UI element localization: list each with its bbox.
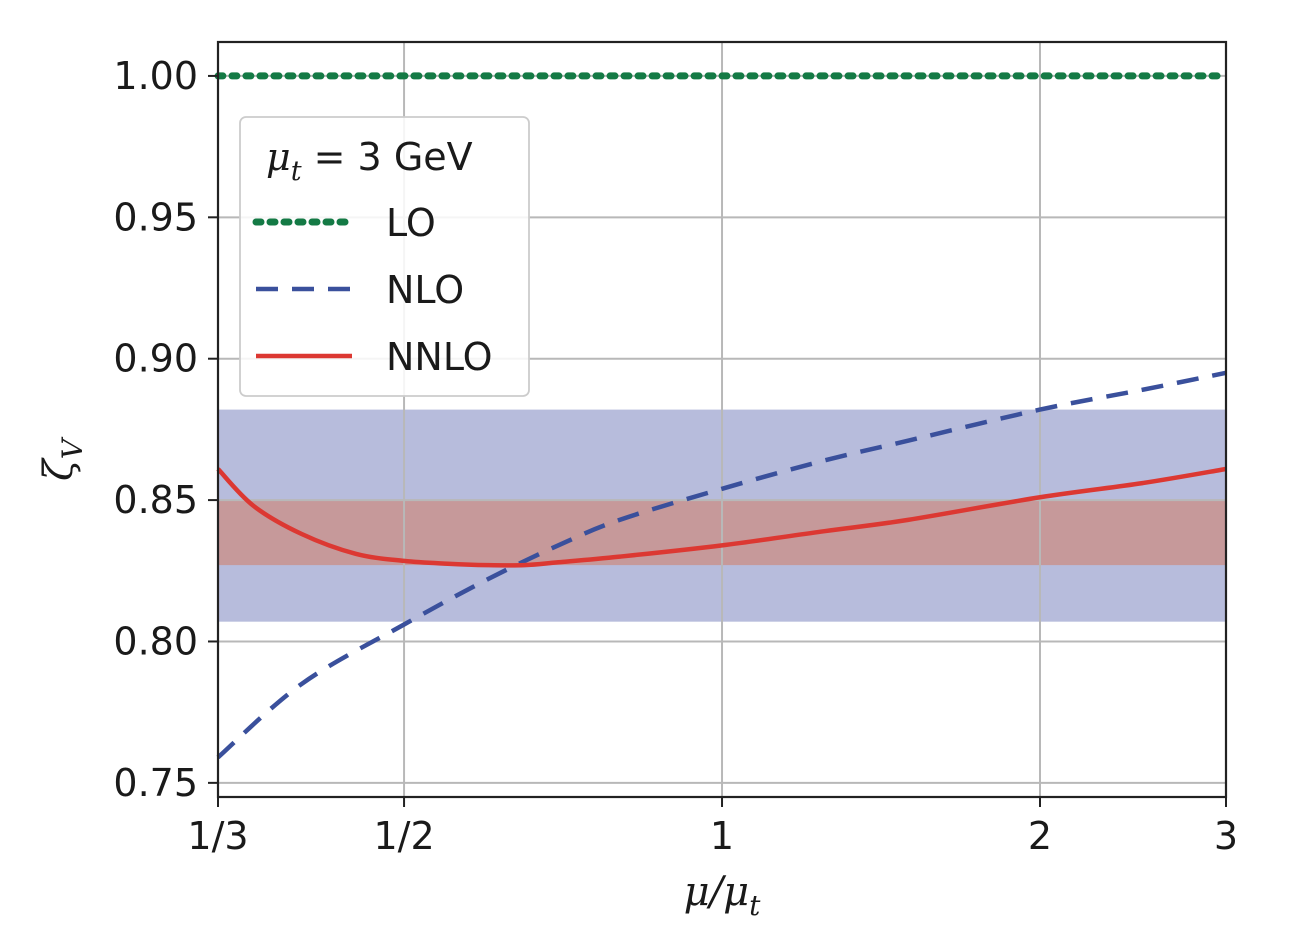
legend-label-lo: LO [386, 201, 436, 245]
x-tick-label: 1/3 [187, 814, 248, 858]
x-tick-label: 3 [1214, 814, 1238, 858]
series-layer [214, 72, 1230, 760]
y-axis-label: ζV [36, 436, 89, 481]
y-tick-label: 0.85 [113, 478, 198, 522]
svg-text:μ/μt: μ/μt [684, 869, 761, 922]
x-tick-label: 1/2 [373, 814, 434, 858]
legend-label-nlo: NLO [386, 268, 464, 312]
svg-text:ζV: ζV [36, 436, 89, 481]
y-tick-label: 0.80 [113, 619, 198, 663]
legend: μt = 3 GeV LO NLO NNLO [239, 116, 530, 397]
y-tick-label: 1.00 [113, 54, 198, 98]
y-tick-label: 0.90 [113, 337, 198, 381]
x-tick-label: 2 [1028, 814, 1052, 858]
series-nlo-line [216, 370, 1227, 760]
y-label-main: ζ [36, 457, 82, 481]
x-axis-label: μ/μt [684, 869, 761, 922]
y-tick-label: 0.95 [113, 195, 198, 239]
y-label-sub: V [56, 436, 89, 459]
x-tick-label: 1 [710, 814, 734, 858]
legend-title: μt = 3 GeV [266, 135, 473, 187]
legend-items: LO NLO NNLO [252, 201, 493, 379]
ticks-layer: 1/3 1/2 1 2 3 0.75 0.80 0.85 0.90 0.95 1.00 [113, 54, 1238, 858]
legend-box [239, 116, 530, 397]
x-label-sub: t [749, 889, 761, 922]
legend-label-nnlo: NNLO [386, 335, 493, 379]
series-nnlo-line [216, 466, 1227, 568]
y-tick-label: 0.75 [113, 761, 198, 805]
x-label-main: μ/μ [684, 869, 749, 915]
